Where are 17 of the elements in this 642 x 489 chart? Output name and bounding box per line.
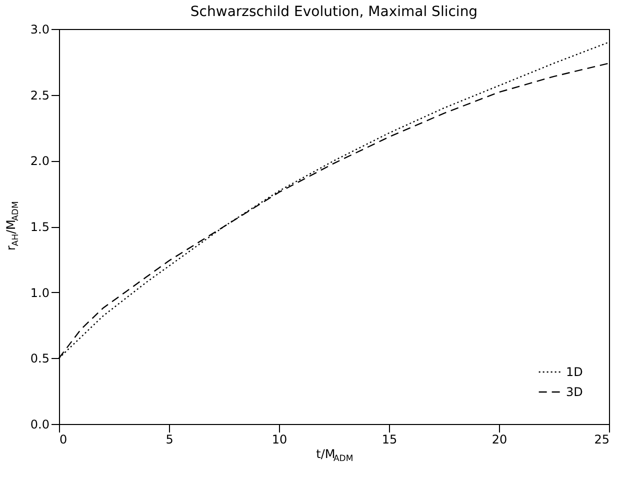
x-tick-label: 20 bbox=[492, 432, 508, 446]
y-tick-label: 3.0 bbox=[30, 22, 50, 36]
x-tick-label: 15 bbox=[382, 432, 398, 446]
x-tick-label: 0 bbox=[60, 432, 68, 446]
y-tick-label: 2.0 bbox=[30, 154, 50, 168]
x-tick-label: 5 bbox=[166, 432, 174, 446]
y-tick-label: 2.5 bbox=[30, 88, 50, 102]
chart-title: Schwarzschild Evolution, Maximal Slicing bbox=[190, 4, 478, 20]
legend-label: 3D bbox=[566, 385, 583, 399]
y-tick-label: 1.0 bbox=[30, 286, 50, 300]
y-tick-label: 0.0 bbox=[30, 418, 50, 432]
x-tick-label: 25 bbox=[594, 432, 610, 446]
y-axis-title: rAH/MADM bbox=[4, 201, 21, 250]
y-tick-label: 0.5 bbox=[30, 352, 50, 366]
y-tick-label: 1.5 bbox=[30, 220, 50, 234]
legend-label: 1D bbox=[566, 365, 583, 379]
x-tick-label: 10 bbox=[272, 432, 288, 446]
